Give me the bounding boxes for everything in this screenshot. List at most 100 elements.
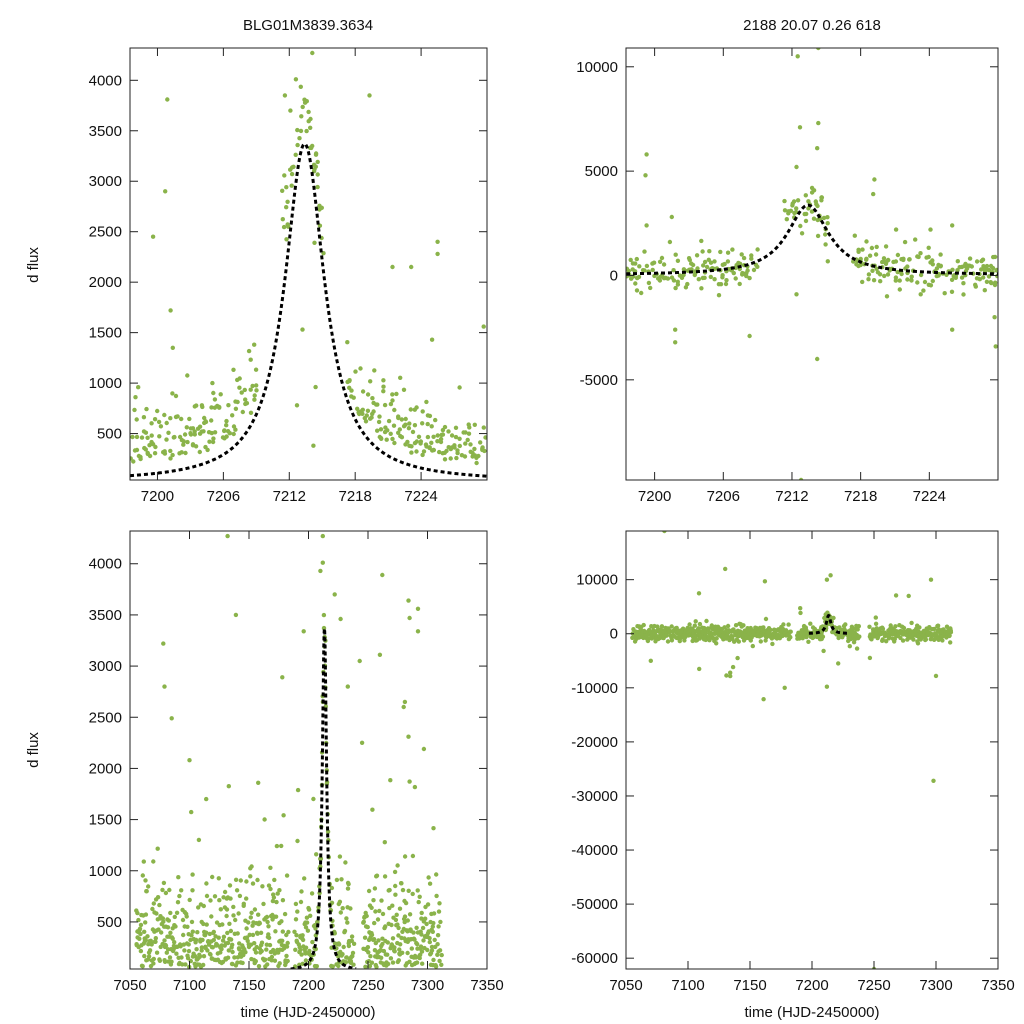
data-point: [669, 214, 674, 220]
data-point: [411, 930, 416, 935]
data-point: [200, 404, 205, 410]
data-point: [299, 952, 304, 957]
data-point: [385, 428, 390, 433]
data-point: [244, 926, 249, 931]
data-point: [175, 414, 180, 419]
data-point: [142, 953, 147, 959]
data-point: [382, 402, 388, 408]
data-point: [867, 624, 872, 629]
data-point: [146, 884, 151, 889]
data-point: [466, 431, 472, 436]
data-point: [427, 936, 432, 941]
data-point: [220, 922, 225, 927]
data-point: [412, 784, 418, 790]
data-point: [377, 414, 382, 419]
data-point: [345, 340, 350, 345]
data-point: [266, 932, 271, 937]
data-point: [418, 944, 424, 949]
data-point: [196, 905, 201, 910]
data-point: [140, 964, 145, 969]
data-point: [866, 272, 872, 277]
data-point: [383, 924, 388, 929]
data-point: [695, 266, 700, 271]
data-point: [421, 449, 427, 454]
data-point: [194, 947, 199, 952]
data-point: [179, 888, 184, 893]
data-point: [363, 964, 368, 969]
data-point: [847, 644, 852, 649]
data-point: [295, 909, 300, 914]
data-point: [385, 940, 390, 945]
data-point: [172, 914, 177, 920]
x-tick-label: 7212: [273, 488, 306, 505]
data-point: [168, 910, 173, 916]
data-point: [285, 199, 290, 204]
x-tick-label: 7200: [292, 977, 325, 994]
data-point: [150, 234, 156, 239]
data-point: [365, 924, 370, 930]
data-point: [295, 838, 300, 844]
data-point: [402, 854, 408, 859]
data-point: [375, 917, 381, 922]
data-point: [425, 421, 430, 427]
data-point: [277, 961, 282, 966]
data-point: [233, 917, 238, 923]
data-point: [181, 932, 186, 938]
plot-frame: [129, 47, 488, 481]
data-point: [282, 93, 288, 98]
data-point: [163, 890, 169, 896]
data-point: [155, 408, 160, 414]
data-point: [992, 254, 998, 260]
data-point: [798, 223, 803, 229]
data-point: [351, 395, 356, 400]
data-point: [231, 913, 236, 918]
data-point: [372, 948, 378, 953]
data-point: [138, 456, 143, 462]
data-point: [410, 429, 416, 435]
data-point: [134, 434, 140, 440]
data-point: [681, 272, 686, 278]
data-point: [905, 277, 910, 282]
data-point: [209, 430, 214, 436]
data-point: [693, 619, 698, 624]
model-curve: [626, 203, 998, 276]
data-point: [431, 826, 436, 831]
data-point: [338, 910, 343, 915]
data-point: [153, 936, 158, 941]
data-point: [795, 54, 800, 59]
data-point: [902, 239, 908, 245]
data-point: [237, 893, 243, 899]
data-point: [205, 447, 210, 453]
data-point: [381, 378, 386, 383]
data-point: [255, 931, 260, 936]
data-point: [303, 958, 309, 963]
data-point: [392, 949, 397, 954]
data-point: [416, 434, 422, 439]
data-point: [982, 288, 987, 293]
data-point: [932, 626, 937, 632]
data-point: [295, 787, 301, 793]
data-point: [226, 403, 231, 408]
data-point: [310, 939, 315, 945]
data-point: [728, 670, 733, 675]
data-point: [798, 610, 803, 616]
data-point: [453, 425, 459, 430]
data-point: [399, 417, 404, 422]
data-point: [364, 913, 369, 919]
data-point: [405, 918, 410, 923]
data-point: [716, 293, 722, 298]
data-point: [823, 232, 828, 237]
data-point: [248, 915, 253, 920]
data-point: [390, 936, 396, 941]
data-point: [467, 425, 472, 430]
data-point: [872, 177, 877, 182]
data-point: [304, 99, 309, 104]
data-point: [211, 937, 216, 943]
data-point: [141, 415, 147, 420]
data-point: [184, 425, 189, 430]
data-point: [360, 407, 365, 412]
data-point: [145, 435, 150, 440]
data-point: [386, 418, 392, 424]
panel-top-left: 7200 7206 7212 7218 7224 500 1000 1500 2000 2500 3…: [89, 47, 488, 505]
data-point: [431, 957, 436, 963]
